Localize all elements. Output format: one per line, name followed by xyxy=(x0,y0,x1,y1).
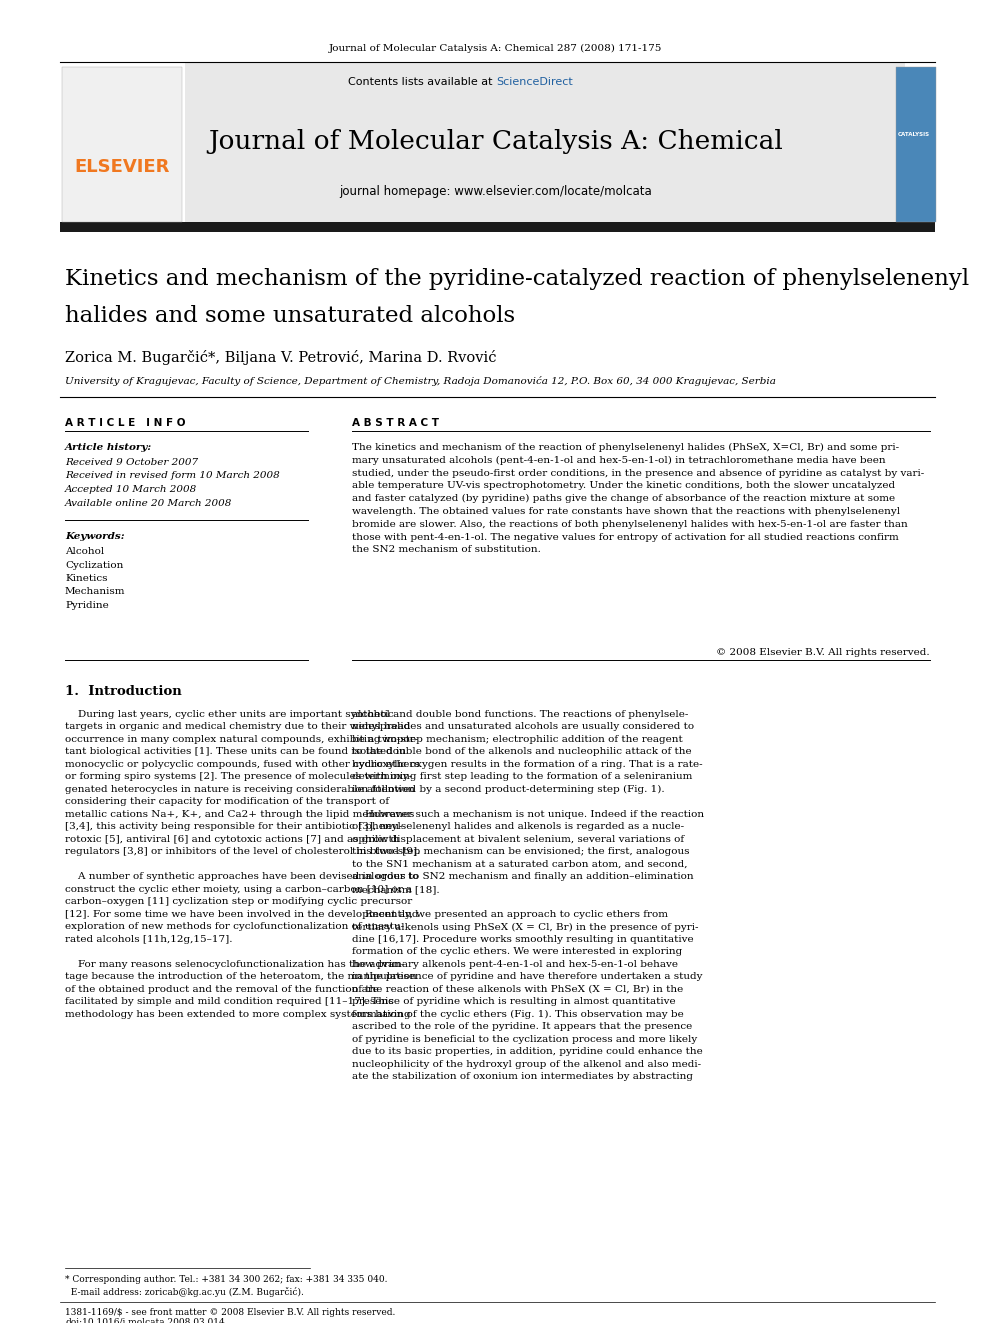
Bar xyxy=(62,67,182,222)
Text: methodology has been extended to more complex systems having: methodology has been extended to more co… xyxy=(65,1009,411,1019)
Text: University of Kragujevac, Faculty of Science, Department of Chemistry, Radoja Do: University of Kragujevac, Faculty of Sci… xyxy=(65,376,776,386)
Text: ascribed to the role of the pyridine. It appears that the presence: ascribed to the role of the pyridine. It… xyxy=(352,1023,692,1032)
Text: rated alcohols [11h,12g,15–17].: rated alcohols [11h,12g,15–17]. xyxy=(65,935,232,945)
Text: CATALYSIS: CATALYSIS xyxy=(898,132,930,138)
Text: Keywords:: Keywords: xyxy=(65,532,125,541)
Text: the SN2 mechanism of substitution.: the SN2 mechanism of substitution. xyxy=(352,545,541,554)
Text: Contents lists available at: Contents lists available at xyxy=(348,77,496,87)
Text: able temperature UV-vis spectrophotometry. Under the kinetic conditions, both th: able temperature UV-vis spectrophotometr… xyxy=(352,482,895,491)
Text: During last years, cyclic ether units are important synthetic: During last years, cyclic ether units ar… xyxy=(65,710,394,718)
Text: The kinetics and mechanism of the reaction of phenylselenenyl halides (PhSeX, X=: The kinetics and mechanism of the reacti… xyxy=(352,443,899,452)
Text: in the presence of pyridine and have therefore undertaken a study: in the presence of pyridine and have the… xyxy=(352,972,702,982)
Text: wavelength. The obtained values for rate constants have shown that the reactions: wavelength. The obtained values for rate… xyxy=(352,507,900,516)
Text: of the reaction of these alkenols with PhSeX (X = Cl, Br) in the: of the reaction of these alkenols with P… xyxy=(352,986,683,994)
Text: [3,4], this activity being responsible for their antibiotic [3], neu-: [3,4], this activity being responsible f… xyxy=(65,823,403,831)
Text: ate the stabilization of oxonium ion intermediates by abstracting: ate the stabilization of oxonium ion int… xyxy=(352,1073,693,1081)
Text: be a two-step mechanism; electrophilic addition of the reagent: be a two-step mechanism; electrophilic a… xyxy=(352,736,682,744)
Text: regulators [3,8] or inhibitors of the level of cholesterol in blood [9].: regulators [3,8] or inhibitors of the le… xyxy=(65,848,421,856)
Text: 1.  Introduction: 1. Introduction xyxy=(65,685,182,699)
Text: ion followed by a second product-determining step (Fig. 1).: ion followed by a second product-determi… xyxy=(352,785,665,794)
Bar xyxy=(185,64,905,222)
Text: © 2008 Elsevier B.V. All rights reserved.: © 2008 Elsevier B.V. All rights reserved… xyxy=(716,648,930,658)
Text: journal homepage: www.elsevier.com/locate/molcata: journal homepage: www.elsevier.com/locat… xyxy=(339,185,653,198)
Text: Accepted 10 March 2008: Accepted 10 March 2008 xyxy=(65,486,197,493)
Text: how primary alkenols pent-4-en-1-ol and hex-5-en-1-ol behave: how primary alkenols pent-4-en-1-ol and … xyxy=(352,960,678,968)
Text: Cyclization: Cyclization xyxy=(65,561,123,569)
Text: Kinetics and mechanism of the pyridine-catalyzed reaction of phenylselenenyl: Kinetics and mechanism of the pyridine-c… xyxy=(65,269,969,290)
Text: ScienceDirect: ScienceDirect xyxy=(496,77,572,87)
Text: alcohol and double bond functions. The reactions of phenylsele-: alcohol and double bond functions. The r… xyxy=(352,710,688,718)
Text: dine [16,17]. Procedure works smoothly resulting in quantitative: dine [16,17]. Procedure works smoothly r… xyxy=(352,935,693,945)
Text: A number of synthetic approaches have been devised in order to: A number of synthetic approaches have be… xyxy=(65,872,419,881)
Text: ophilic displacement at bivalent selenium, several variations of: ophilic displacement at bivalent seleniu… xyxy=(352,835,684,844)
Text: studied, under the pseudo-first order conditions, in the presence and absence of: studied, under the pseudo-first order co… xyxy=(352,468,925,478)
Text: nucleophilicity of the hydroxyl group of the alkenol and also medi-: nucleophilicity of the hydroxyl group of… xyxy=(352,1060,701,1069)
Text: mary unsaturated alcohols (pent-4-en-1-ol and hex-5-en-1-ol) in tetrachlorometha: mary unsaturated alcohols (pent-4-en-1-o… xyxy=(352,456,886,464)
Text: tage because the introduction of the heteroatom, the manipulation: tage because the introduction of the het… xyxy=(65,972,417,982)
Text: Available online 20 March 2008: Available online 20 March 2008 xyxy=(65,499,232,508)
Text: A R T I C L E   I N F O: A R T I C L E I N F O xyxy=(65,418,186,429)
Text: Journal of Molecular Catalysis A: Chemical 287 (2008) 171-175: Journal of Molecular Catalysis A: Chemic… xyxy=(329,44,663,53)
Text: tertiary alkenols using PhSeX (X = Cl, Br) in the presence of pyri-: tertiary alkenols using PhSeX (X = Cl, B… xyxy=(352,922,698,931)
Text: to the double bond of the alkenols and nucleophilic attack of the: to the double bond of the alkenols and n… xyxy=(352,747,691,757)
Text: carbon–oxygen [11] cyclization step or modifying cyclic precursor: carbon–oxygen [11] cyclization step or m… xyxy=(65,897,413,906)
Bar xyxy=(60,222,935,232)
Text: genated heterocycles in nature is receiving considerable attention: genated heterocycles in nature is receiv… xyxy=(65,785,415,794)
Text: and faster catalyzed (by pyridine) paths give the change of absorbance of the re: and faster catalyzed (by pyridine) paths… xyxy=(352,495,895,503)
Text: or forming spiro systems [2]. The presence of molecules with oxy-: or forming spiro systems [2]. The presen… xyxy=(65,773,413,782)
Text: bromide are slower. Also, the reactions of both phenylselenenyl halides with hex: bromide are slower. Also, the reactions … xyxy=(352,520,908,529)
Text: However such a mechanism is not unique. Indeed if the reaction: However such a mechanism is not unique. … xyxy=(352,810,704,819)
Text: to the SN1 mechanism at a saturated carbon atom, and second,: to the SN1 mechanism at a saturated carb… xyxy=(352,860,687,869)
Text: Article history:: Article history: xyxy=(65,443,152,452)
Text: considering their capacity for modification of the transport of: considering their capacity for modificat… xyxy=(65,798,389,807)
Text: of the obtained product and the removal of the function are: of the obtained product and the removal … xyxy=(65,986,379,994)
Text: determining first step leading to the formation of a seleniranium: determining first step leading to the fo… xyxy=(352,773,692,782)
Text: formation of the cyclic ethers (Fig. 1). This observation may be: formation of the cyclic ethers (Fig. 1).… xyxy=(352,1009,683,1019)
Text: presence of pyridine which is resulting in almost quantitative: presence of pyridine which is resulting … xyxy=(352,998,676,1007)
Text: rotoxic [5], antiviral [6] and cytotoxic actions [7] and as growth: rotoxic [5], antiviral [6] and cytotoxic… xyxy=(65,835,400,844)
Text: ELSEVIER: ELSEVIER xyxy=(74,157,170,176)
Text: occurrence in many complex natural compounds, exhibiting impor-: occurrence in many complex natural compo… xyxy=(65,736,419,744)
Text: mechanism [18].: mechanism [18]. xyxy=(352,885,439,894)
Text: Alcohol: Alcohol xyxy=(65,546,104,556)
Text: Pyridine: Pyridine xyxy=(65,601,109,610)
Text: Journal of Molecular Catalysis A: Chemical: Journal of Molecular Catalysis A: Chemic… xyxy=(208,130,784,155)
Text: analogous to SN2 mechanism and finally an addition–elimination: analogous to SN2 mechanism and finally a… xyxy=(352,872,693,881)
Text: of pyridine is beneficial to the cyclization process and more likely: of pyridine is beneficial to the cycliza… xyxy=(352,1035,697,1044)
Text: E-mail address: zoricab@kg.ac.yu (Z.M. Bugarčić).: E-mail address: zoricab@kg.ac.yu (Z.M. B… xyxy=(65,1287,304,1297)
Text: Zorica M. Bugarčić*, Biljana V. Petrović, Marina D. Rvović: Zorica M. Bugarčić*, Biljana V. Petrović… xyxy=(65,351,497,365)
Text: Received 9 October 2007: Received 9 October 2007 xyxy=(65,458,198,467)
Text: metallic cations Na+, K+, and Ca2+ through the lipid membranes: metallic cations Na+, K+, and Ca2+ throu… xyxy=(65,810,415,819)
Text: exploration of new methods for cyclofunctionalization of unsatu-: exploration of new methods for cyclofunc… xyxy=(65,922,404,931)
Bar xyxy=(896,67,936,222)
Text: [12]. For some time we have been involved in the development and: [12]. For some time we have been involve… xyxy=(65,910,419,919)
Text: nenyl halides and unsaturated alcohols are usually considered to: nenyl halides and unsaturated alcohols a… xyxy=(352,722,694,732)
Text: targets in organic and medical chemistry due to their widespread: targets in organic and medical chemistry… xyxy=(65,722,411,732)
Text: construct the cyclic ether moiety, using a carbon–carbon [10] or a: construct the cyclic ether moiety, using… xyxy=(65,885,412,894)
Text: hydroxylic oxygen results in the formation of a ring. That is a rate-: hydroxylic oxygen results in the formati… xyxy=(352,759,702,769)
Text: Recently, we presented an approach to cyclic ethers from: Recently, we presented an approach to cy… xyxy=(352,910,668,919)
Text: due to its basic properties, in addition, pyridine could enhance the: due to its basic properties, in addition… xyxy=(352,1048,702,1057)
Text: this two-step mechanism can be envisioned; the first, analogous: this two-step mechanism can be envisione… xyxy=(352,848,689,856)
Text: of phenylselenenyl halides and alkenols is regarded as a nucle-: of phenylselenenyl halides and alkenols … xyxy=(352,823,684,831)
Text: A B S T R A C T: A B S T R A C T xyxy=(352,418,439,429)
Text: facilitated by simple and mild condition required [11–17]. This: facilitated by simple and mild condition… xyxy=(65,998,394,1007)
Text: monocyclic or polycyclic compounds, fused with other cyclic ethers: monocyclic or polycyclic compounds, fuse… xyxy=(65,759,420,769)
Text: Mechanism: Mechanism xyxy=(65,587,126,597)
Text: Received in revised form 10 March 2008: Received in revised form 10 March 2008 xyxy=(65,471,280,480)
Text: halides and some unsaturated alcohols: halides and some unsaturated alcohols xyxy=(65,306,515,327)
Text: Kinetics: Kinetics xyxy=(65,574,107,583)
Text: For many reasons selenocyclofunctionalization has the advan-: For many reasons selenocyclofunctionaliz… xyxy=(65,960,405,968)
Text: tant biological activities [1]. These units can be found isolated in: tant biological activities [1]. These un… xyxy=(65,747,406,757)
Text: those with pent-4-en-1-ol. The negative values for entropy of activation for all: those with pent-4-en-1-ol. The negative … xyxy=(352,533,899,541)
Text: formation of the cyclic ethers. We were interested in exploring: formation of the cyclic ethers. We were … xyxy=(352,947,682,957)
Text: 1381-1169/$ - see front matter © 2008 Elsevier B.V. All rights reserved.: 1381-1169/$ - see front matter © 2008 El… xyxy=(65,1308,396,1316)
Text: doi:10.1016/j.molcata.2008.03.014: doi:10.1016/j.molcata.2008.03.014 xyxy=(65,1318,225,1323)
Text: * Corresponding author. Tel.: +381 34 300 262; fax: +381 34 335 040.: * Corresponding author. Tel.: +381 34 30… xyxy=(65,1275,388,1285)
